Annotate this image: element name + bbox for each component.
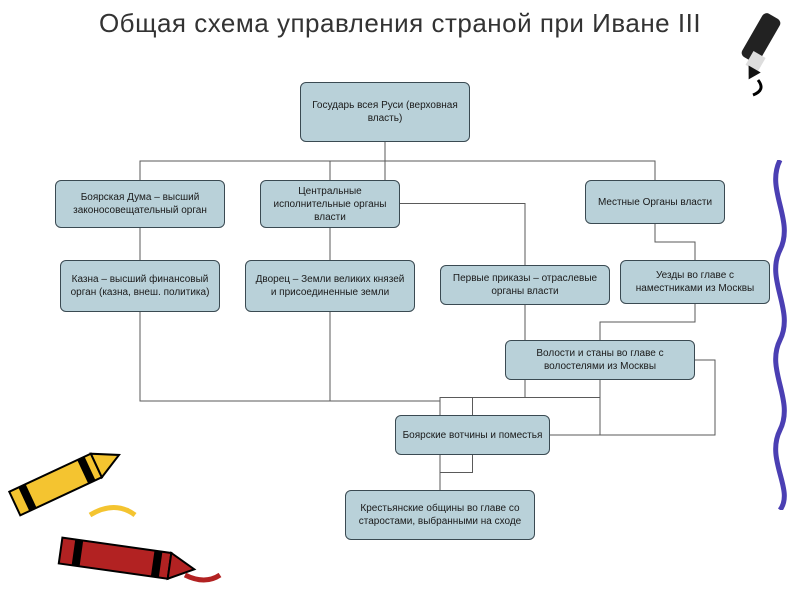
diagram-title: Общая схема управления страной при Иване… [0, 8, 800, 39]
node-duma: Боярская Дума – высший законосовещательн… [55, 180, 225, 228]
node-kazna: Казна – высший финансовый орган (казна, … [60, 260, 220, 312]
node-dvorets: Дворец – Земли великих князей и присоеди… [245, 260, 415, 312]
marker-icon [706, 8, 796, 98]
node-local: Местные Органы власти [585, 180, 725, 224]
node-root: Государь всея Руси (верховная власть) [300, 82, 470, 142]
node-prikazy: Первые приказы – отраслевые органы власт… [440, 265, 610, 305]
node-votchiny: Боярские вотчины и поместья [395, 415, 550, 455]
node-obschiny: Крестьянские общины во главе со староста… [345, 490, 535, 540]
node-volosti: Волости и станы во главе с волостелями и… [505, 340, 695, 380]
node-uezdy: Уезды во главе с наместниками из Москвы [620, 260, 770, 304]
crayon-red-icon [45, 520, 225, 600]
node-exec: Центральные исполнительные органы власти [260, 180, 400, 228]
squiggle-icon [760, 160, 800, 510]
